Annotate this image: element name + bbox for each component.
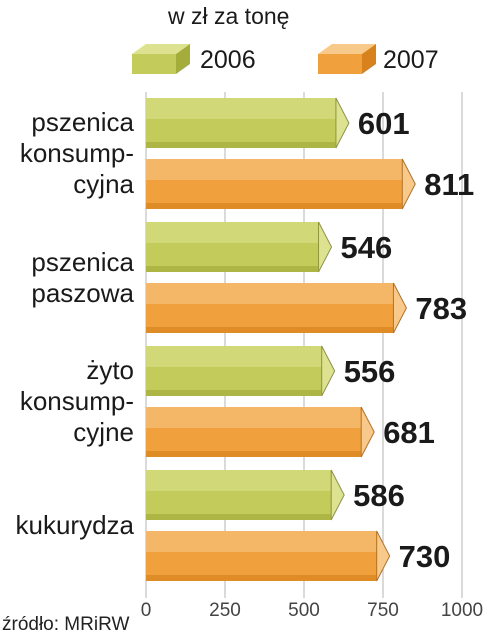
bar-2006-1-end — [318, 221, 333, 273]
bar-2006-0-end — [335, 97, 350, 149]
bar-2007-3-highlight — [146, 531, 377, 552]
bar-2007-3-shadow — [146, 575, 377, 581]
value-label-2007-2: 681 — [383, 414, 435, 450]
legend-swatch-top-2006 — [132, 44, 190, 54]
category-label-0: pszenica konsump- cyjna — [19, 107, 134, 199]
bar-2007-1-shadow — [146, 327, 394, 333]
bar-2007-0-end — [401, 158, 416, 210]
value-label-2007-3: 730 — [398, 538, 451, 574]
legend-swatch-side-2007 — [362, 44, 376, 74]
legend-swatch-2007 — [318, 54, 362, 74]
bar-2006-3-end — [330, 469, 345, 521]
value-label-2006-0: 601 — [357, 105, 410, 141]
bar-2006-3-shadow — [146, 514, 332, 520]
source-note: źródło: MRiRW — [2, 614, 130, 635]
bar-2006-2-highlight — [146, 346, 322, 367]
legend-label-2007: 2007 — [383, 46, 439, 74]
x-tick-label-4: 1000 — [440, 600, 484, 621]
bar-2006-1-shadow — [146, 266, 319, 272]
value-label-2006-1: 546 — [340, 229, 393, 265]
bar-2007-0-highlight — [146, 159, 403, 180]
bar-2007-1-end — [392, 282, 407, 334]
legend-swatch-top-2007 — [318, 44, 376, 54]
bar-2006-3-highlight — [146, 470, 332, 491]
bar-2007-1-highlight — [146, 283, 394, 304]
legend-swatch-side-2006 — [176, 44, 190, 74]
bar-2007-0-shadow — [146, 203, 403, 209]
bar-2007-3-end — [376, 530, 391, 582]
category-label-1: pszenica paszowa — [31, 246, 134, 308]
bar-2006-2-end — [321, 345, 336, 397]
value-label-2006-3: 586 — [353, 477, 405, 513]
bar-2006-0-shadow — [146, 142, 336, 148]
bar-2006-0-highlight — [146, 98, 336, 119]
x-tick-label-2: 500 — [288, 600, 320, 621]
value-label-2007-1: 783 — [415, 290, 468, 326]
x-tick-label-3: 750 — [367, 600, 399, 621]
bar-2006-1-highlight — [146, 222, 319, 243]
legend-swatch-2006 — [132, 54, 176, 74]
x-tick-label-0: 0 — [140, 600, 152, 621]
value-label-2007-0: 811 — [424, 166, 475, 202]
bar-2007-2-shadow — [146, 451, 362, 457]
x-tick-label-1: 250 — [209, 600, 241, 621]
category-label-2: żyto konsump- cyjne — [19, 355, 134, 447]
unit-label: w zł za tonę — [168, 3, 290, 29]
category-label-3: kukurydza — [15, 510, 135, 540]
value-label-2006-2: 556 — [343, 353, 396, 389]
legend-label-2006: 2006 — [200, 46, 256, 74]
bar-2007-2-end — [360, 406, 375, 458]
bar-2007-2-highlight — [146, 407, 362, 428]
bar-2006-2-shadow — [146, 390, 322, 396]
